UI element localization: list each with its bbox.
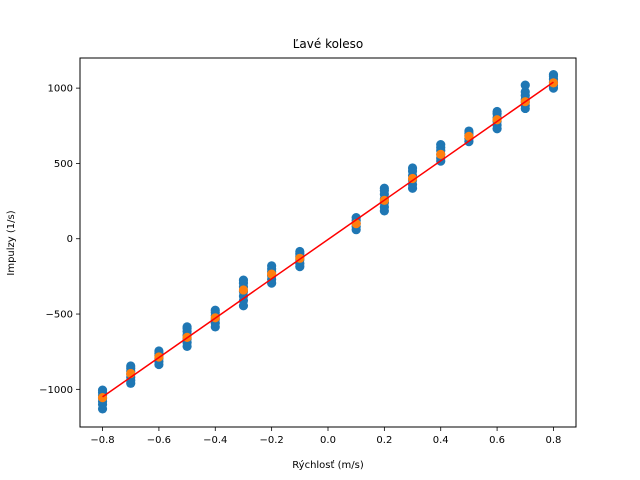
mean-point	[436, 149, 446, 159]
y-tick-label: −500	[46, 310, 73, 321]
measured-point	[520, 87, 530, 97]
measured-point	[548, 69, 559, 80]
plot-area	[97, 69, 559, 414]
series-group	[97, 69, 559, 414]
x-tick-label: 0.6	[489, 435, 505, 446]
y-axis-label: Impulzy (1/s)	[6, 210, 17, 275]
x-tick-label: −0.6	[147, 435, 171, 446]
axes: −0.8 −0.6 −0.4 −0.2 0.0 0.2 0.4 0.6 0.8 −1000 −500…	[39, 57, 577, 446]
y-tick-label: 1000	[48, 84, 73, 95]
mean-point	[492, 115, 502, 125]
measured-point	[210, 305, 220, 315]
x-axis-label: Rýchlosť (m/s)	[292, 459, 364, 471]
measured-point	[492, 106, 502, 117]
x-tick-label: −0.8	[90, 435, 114, 446]
x-tick-label: 0.0	[320, 435, 336, 446]
measured-point	[97, 385, 108, 395]
measured-point	[267, 261, 277, 271]
x-tick-label: −0.4	[203, 435, 227, 446]
measured-point	[407, 163, 418, 173]
x-tick-label: −0.2	[259, 435, 283, 446]
measured-point	[295, 246, 305, 257]
measured-point	[436, 140, 446, 150]
x-tick-label: 0.4	[433, 435, 449, 446]
mean-point	[407, 173, 418, 184]
x-tick-label: 0.8	[546, 435, 562, 446]
y-tick-label: 500	[54, 159, 73, 170]
measured-point	[379, 183, 389, 193]
y-tick-label: 0	[67, 234, 73, 245]
chart-title: Ľavé koleso	[293, 37, 364, 51]
measured-point	[238, 275, 249, 285]
measured-point	[126, 361, 136, 371]
x-tick-label: 0.2	[376, 435, 392, 446]
mean-point	[238, 285, 249, 295]
y-tick-label: −1000	[39, 385, 73, 396]
measured-point	[182, 322, 192, 332]
measured-point	[520, 80, 530, 90]
fit-line	[102, 81, 554, 398]
